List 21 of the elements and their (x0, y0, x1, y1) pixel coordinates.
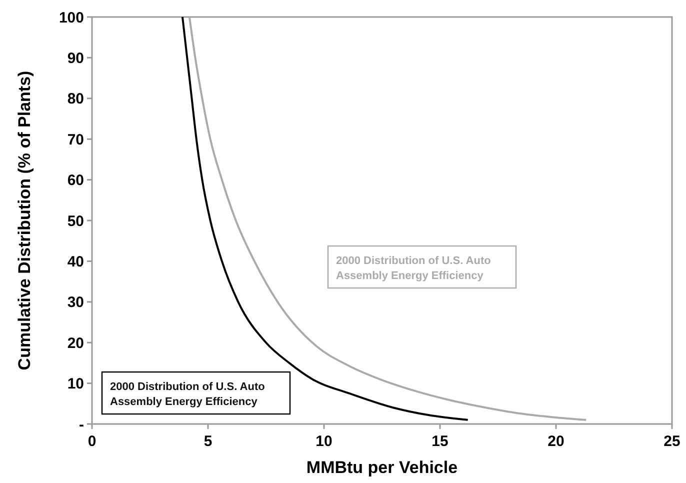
x-tick-label: 25 (664, 433, 680, 450)
y-tick-label: 80 (67, 90, 84, 108)
x-tick-label: 15 (432, 433, 448, 450)
y-tick-label: 20 (67, 334, 84, 352)
y-tick-label: 10 (67, 376, 84, 393)
y-tick-label: 60 (67, 172, 84, 190)
text: 2000 Distribution of U.S. Auto Assembly Energy Efficiency (110, 381, 266, 408)
y-tick-label: 90 (67, 50, 84, 67)
x-tick-label: 10 (316, 433, 332, 450)
y-axis-title: Cumulative Distribution (% of Plants) (15, 70, 34, 370)
x-tick-label: 0 (88, 433, 96, 450)
x-tick-label: 20 (548, 433, 564, 450)
y-tick-label: 50 (67, 212, 84, 230)
x-tick-label: 5 (204, 433, 212, 450)
y-tick-label: - (79, 416, 84, 434)
y-tick-label: 100 (58, 9, 84, 26)
y-tick-label: 40 (67, 253, 84, 270)
x-axis-title: MMBtu per Vehicle (306, 458, 458, 477)
y-tick-label: 30 (67, 294, 84, 312)
y-tick-label: 70 (67, 131, 84, 148)
text: 2000 Distribution of U.S. Auto Assembly Energy Efficiency (336, 255, 492, 282)
